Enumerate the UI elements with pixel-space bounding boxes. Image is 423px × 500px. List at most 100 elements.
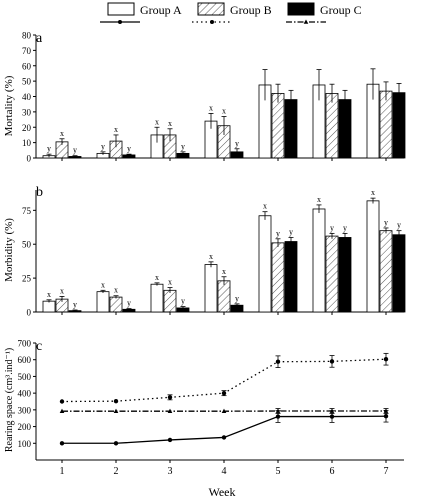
x-tick-label: 3 (168, 466, 173, 477)
legend-swatch-solid (287, 2, 315, 16)
significance-letter: y (73, 146, 77, 155)
data-point (221, 408, 227, 413)
legend-line-dotted-marker (210, 20, 214, 24)
y-tick-label: 25 (22, 274, 32, 284)
significance-letter: x (168, 119, 172, 128)
bar (163, 289, 177, 313)
data-point (329, 414, 335, 419)
y-tick-label: 50 (22, 77, 32, 87)
y-tick-label: 20 (22, 123, 32, 133)
x-tick-label: 5 (276, 466, 281, 477)
bar (42, 300, 56, 313)
bar (258, 215, 272, 313)
panel-label-b: b (36, 185, 43, 200)
data-point (59, 441, 65, 446)
bar (204, 264, 218, 313)
significance-letter: x (168, 278, 172, 287)
y-tick-label: 0 (27, 154, 32, 164)
data-point (275, 408, 281, 413)
panel-label-c: c (36, 339, 42, 354)
x-tick-label: 4 (222, 466, 227, 477)
bar (271, 242, 285, 313)
data-point (113, 408, 119, 413)
data-point (59, 408, 65, 413)
data-point (167, 395, 173, 400)
significance-letter: y (73, 300, 77, 309)
legend-line-dashdot-marker (303, 19, 309, 24)
y-tick-label: 10 (22, 138, 32, 148)
y-tick-label: 100 (18, 439, 32, 449)
significance-letter: y (181, 142, 185, 151)
bar (338, 237, 352, 313)
legend-label-group-a: Group A (140, 3, 182, 17)
significance-letter: x (60, 129, 64, 138)
data-point (113, 441, 119, 446)
bar (96, 291, 110, 313)
significance-letter: y (127, 299, 131, 308)
data-point (167, 408, 173, 413)
significance-letter: x (47, 290, 51, 299)
significance-letter: x (317, 195, 321, 204)
bar (312, 208, 326, 313)
bar (271, 93, 285, 159)
significance-letter: x (209, 252, 213, 261)
panel-c-axes: 100 200 300 400 500 600 700 1 2 3 4 5 6 7 (18, 339, 404, 477)
significance-letter: y (397, 221, 401, 230)
significance-letter: y (276, 229, 280, 238)
x-tick-label: 2 (114, 466, 119, 477)
x-tick-label: 7 (384, 466, 389, 477)
data-point (329, 359, 335, 364)
bar (217, 280, 231, 313)
legend-label-group-c: Group C (320, 3, 362, 17)
data-point (329, 408, 335, 413)
data-point (275, 359, 281, 364)
y-tick-label: 50 (22, 240, 32, 250)
significance-letter: y (127, 144, 131, 153)
data-point (167, 437, 173, 443)
legend-label-group-b: Group B (230, 3, 272, 17)
significance-letter: x (263, 202, 267, 211)
data-point (59, 399, 65, 404)
significance-letter: y (343, 223, 347, 232)
panel-c-ylabel: Rearing space (cm³.ind⁻¹) (4, 348, 15, 452)
data-point (113, 398, 119, 404)
y-tick-label: 200 (18, 422, 32, 432)
data-point (275, 414, 281, 419)
significance-letter: x (155, 117, 159, 126)
panel-label-a: a (36, 31, 43, 46)
panel-a-ylabel: Mortality (%) (3, 75, 15, 136)
x-axis-label: Week (208, 485, 235, 499)
bar (109, 296, 123, 313)
significance-letter: y (101, 142, 105, 151)
bar (392, 234, 406, 313)
legend-swatch-open (107, 2, 135, 16)
significance-letter: y (330, 223, 334, 232)
legend-line-samples (100, 19, 326, 24)
y-tick-label: 30 (22, 107, 32, 117)
significance-letter: y (289, 227, 293, 236)
y-tick-label: 40 (22, 92, 32, 102)
significance-letter: x (60, 286, 64, 295)
bar (284, 241, 298, 313)
y-tick-label: 75 (22, 206, 32, 216)
significance-letter: x (209, 103, 213, 112)
bar (325, 235, 339, 313)
x-tick-label: 1 (60, 466, 65, 477)
data-point (383, 357, 389, 362)
significance-letter: y (181, 297, 185, 306)
panel-c: c Rearing space (cm³.ind⁻¹) 100 200 300 400… (4, 339, 404, 499)
legend-item-group-a: Group A (107, 2, 182, 17)
data-point (383, 408, 389, 413)
significance-letter: x (101, 280, 105, 289)
significance-letter: y (47, 144, 51, 153)
significance-letter: x (222, 106, 226, 115)
bar (325, 93, 339, 159)
data-point (221, 390, 227, 396)
data-point (383, 414, 389, 419)
significance-letter: x (371, 188, 375, 197)
legend-item-group-b: Group B (197, 2, 272, 17)
panel-c-lines (59, 352, 389, 446)
